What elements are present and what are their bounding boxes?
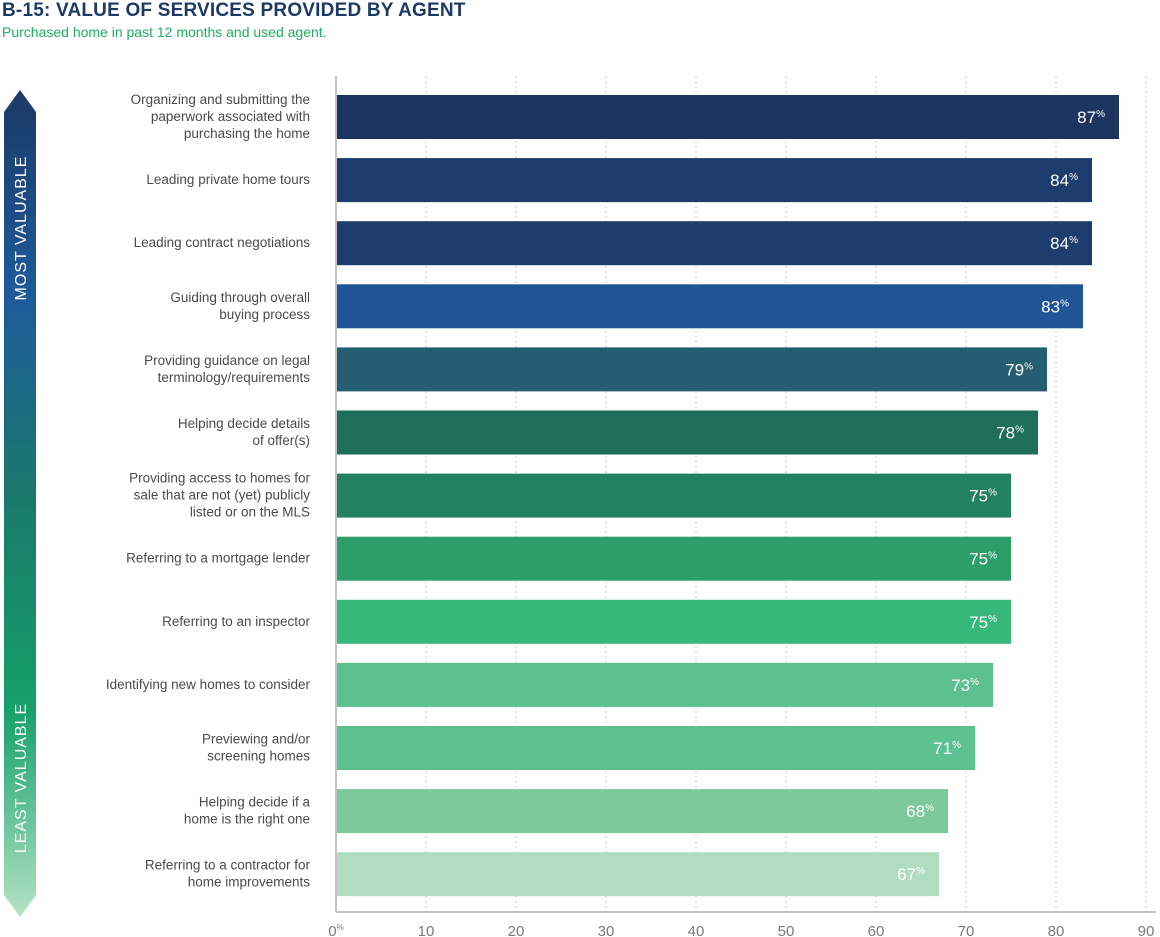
value-label: 78% xyxy=(996,424,1024,443)
value-label: 83% xyxy=(1041,297,1069,316)
grid xyxy=(335,76,1156,913)
category-label: Guiding through overall buying process xyxy=(170,290,310,322)
category-label: Referring to an inspector xyxy=(162,614,310,629)
bar xyxy=(337,662,993,707)
x-tick-label: 50 xyxy=(778,923,795,937)
x-tick-label: 10 xyxy=(418,923,435,937)
bar xyxy=(337,95,1119,139)
value-label: 75% xyxy=(969,550,997,569)
chart-title: B-15: VALUE OF SERVICES PROVIDED BY AGEN… xyxy=(2,0,466,21)
value-label: 73% xyxy=(951,676,979,695)
category-label: Providing access to homes for sale that a… xyxy=(129,471,310,520)
category-label: Leading contract negotiations xyxy=(134,235,311,250)
category-label: Providing guidance on legal terminology/r… xyxy=(144,353,310,385)
bars: 87% 84% 84% 83% 79% 78% 75% 75% 75% 73% 71% 68% 67% xyxy=(337,95,1119,897)
value-label: 84% xyxy=(1050,234,1078,253)
bar xyxy=(337,536,1011,581)
bar xyxy=(337,347,1047,392)
bar xyxy=(337,599,1011,644)
category-labels: Organizing and submitting the paperwork a… xyxy=(106,92,311,890)
value-label: 75% xyxy=(969,487,997,506)
value-label: 67% xyxy=(897,865,925,884)
bar xyxy=(337,473,1011,518)
gradient-arrow-shape xyxy=(4,90,36,917)
x-tick-label: 90 xyxy=(1138,923,1155,937)
value-label: 71% xyxy=(933,739,961,758)
value-scale-arrow: MOST VALUABLE LEAST VALUABLE xyxy=(4,90,36,917)
x-tick-label: 60 xyxy=(868,923,885,937)
value-label: 75% xyxy=(969,613,997,632)
bar xyxy=(337,789,948,834)
bar xyxy=(337,221,1092,266)
x-tick-label: 0% xyxy=(328,923,343,937)
x-tick-label: 40 xyxy=(688,923,705,937)
x-tick-label: 80 xyxy=(1048,923,1065,937)
x-tick-label: 70 xyxy=(958,923,975,937)
least-valuable-label: LEAST VALUABLE xyxy=(13,703,30,853)
value-label: 84% xyxy=(1050,171,1078,190)
category-label: Identifying new homes to consider xyxy=(106,677,311,692)
bar xyxy=(337,410,1038,455)
bar xyxy=(337,726,975,770)
value-label: 87% xyxy=(1077,108,1105,127)
category-label: Referring to a contractor for home improv… xyxy=(145,858,311,890)
value-label: 68% xyxy=(906,802,934,821)
category-label: Helping decide if a home is the right one xyxy=(184,795,311,827)
x-tick-label: 30 xyxy=(598,923,615,937)
bar xyxy=(337,852,939,897)
x-tick-label: 20 xyxy=(508,923,525,937)
most-valuable-label: MOST VALUABLE xyxy=(13,156,30,301)
category-label: Organizing and submitting the paperwork a… xyxy=(131,92,310,141)
chart-subtitle: Purchased home in past 12 months and use… xyxy=(2,24,327,40)
bar xyxy=(337,284,1083,329)
value-label: 79% xyxy=(1005,360,1033,379)
category-label: Helping decide details of offer(s) xyxy=(178,416,310,448)
x-axis: 0% 10 20 30 40 50 60 70 80 90 xyxy=(328,923,1154,937)
category-label: Previewing and/or screening homes xyxy=(202,732,311,764)
category-label: Leading private home tours xyxy=(146,172,310,187)
bar xyxy=(337,158,1092,203)
category-label: Referring to a mortgage lender xyxy=(126,551,310,566)
